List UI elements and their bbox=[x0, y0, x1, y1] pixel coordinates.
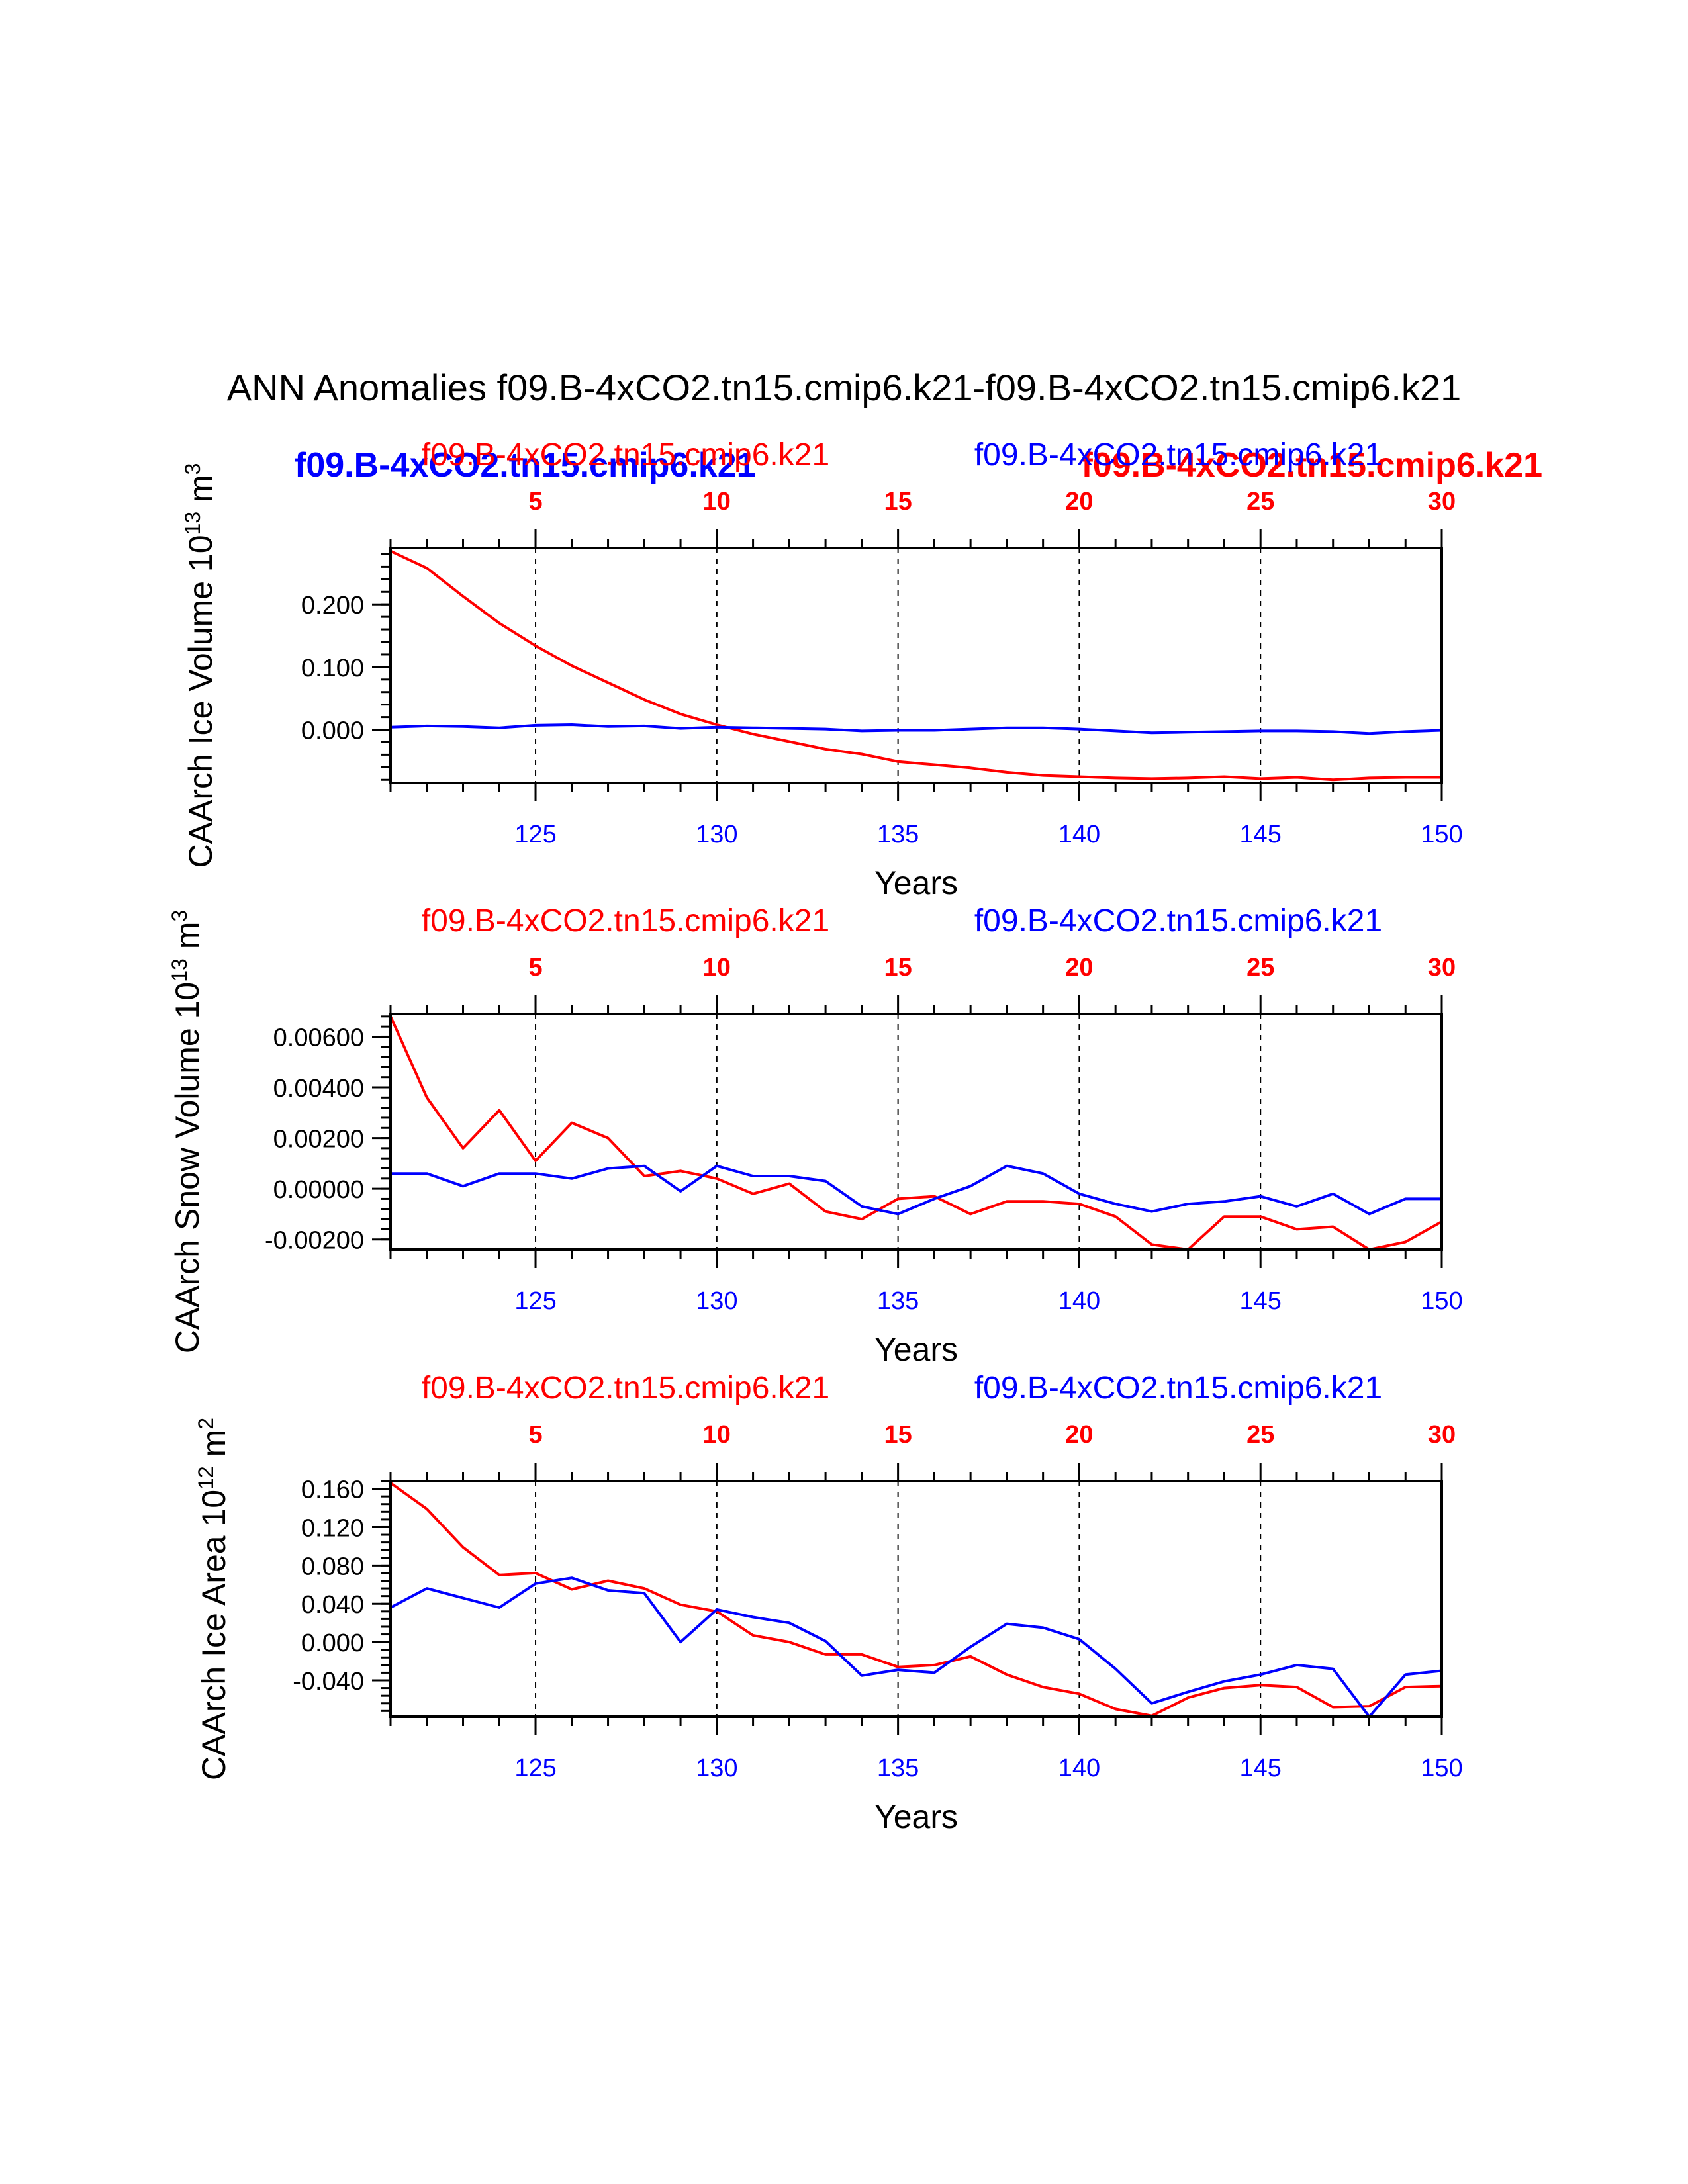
x-bottom-tick-label: 150 bbox=[1421, 821, 1462, 848]
x-top-tick-label: 10 bbox=[703, 488, 731, 516]
x-bottom-tick-label: 135 bbox=[877, 1287, 919, 1315]
y-axis-label-superscript: 12 bbox=[194, 1466, 218, 1490]
x-top-tick-label: 15 bbox=[884, 954, 912, 981]
x-top-tick-label: 5 bbox=[528, 488, 542, 516]
y-axis-label-text: m bbox=[169, 922, 206, 959]
y-axis-label-text: CAArch Ice Volume 10 bbox=[182, 535, 219, 868]
panel-2: -0.00200 0.00000 0.00200 0.00400 0.00600 125 1… bbox=[167, 903, 1463, 1368]
x-bottom-tick-label: 135 bbox=[877, 821, 919, 848]
plot-frame bbox=[389, 1480, 1443, 1718]
series-line-red bbox=[390, 549, 1442, 782]
series-line-blue bbox=[391, 1164, 1442, 1216]
y-axis-label-superscript: 3 bbox=[181, 463, 205, 475]
y-axis-label-text: m bbox=[195, 1430, 232, 1467]
series-line-red bbox=[389, 1482, 1442, 1717]
x-top-tick-label: 25 bbox=[1246, 954, 1274, 981]
y-axis-label: CAArch Snow Volume 1013 m3 bbox=[167, 910, 206, 1353]
x-bottom-tick-label: 140 bbox=[1058, 1287, 1100, 1315]
panel-1: 0.000 0.100 0.200 125 130 135 140 145 150 5 10 15 20… bbox=[181, 437, 1463, 901]
plot-frame bbox=[389, 547, 1443, 784]
x-bottom-tick-label: 125 bbox=[514, 1287, 556, 1315]
x-bottom-tick-label: 130 bbox=[696, 821, 737, 848]
x-top-tick-label: 10 bbox=[703, 1421, 731, 1449]
x-top-tick-label: 15 bbox=[884, 1421, 912, 1449]
y-tick-label: 0.160 bbox=[301, 1477, 364, 1504]
y-tick-label: -0.040 bbox=[293, 1668, 364, 1696]
y-tick-label: 0.00000 bbox=[273, 1176, 364, 1204]
top-label-red: f09.B-4xCO2.tn15.cmip6.k21 bbox=[422, 903, 829, 938]
x-top-tick-label: 20 bbox=[1065, 954, 1093, 981]
x-bottom-tick-label: 140 bbox=[1058, 1754, 1100, 1782]
legend-top-left: f09.B-4xCO2.tn15.cmip6.k21 bbox=[295, 446, 756, 484]
x-bottom-tick-label: 145 bbox=[1240, 1754, 1282, 1782]
x-bottom-tick-label: 125 bbox=[514, 821, 556, 848]
x-top-tick-label: 10 bbox=[703, 954, 731, 981]
y-tick-label: 0.100 bbox=[301, 655, 364, 682]
y-tick-label: 0.200 bbox=[301, 592, 364, 619]
x-bottom-tick-label: 130 bbox=[696, 1287, 737, 1315]
x-axis-label: Years bbox=[874, 1331, 958, 1368]
y-axis-label: CAArch Ice Area 1012 m2 bbox=[194, 1418, 232, 1780]
y-axis-label-text: m bbox=[182, 475, 219, 512]
y-tick-label: 0.000 bbox=[301, 717, 364, 745]
x-axis-label: Years bbox=[874, 1798, 958, 1835]
legend-top-right: f09.B-4xCO2.tn15.cmip6.k21 bbox=[1081, 446, 1542, 484]
y-tick-label: 0.080 bbox=[301, 1553, 364, 1580]
x-top-tick-label: 20 bbox=[1065, 488, 1093, 516]
y-axis-label-superscript: 13 bbox=[181, 512, 205, 535]
top-label-blue: f09.B-4xCO2.tn15.cmip6.k21 bbox=[974, 903, 1382, 938]
x-top-tick-label: 30 bbox=[1428, 954, 1456, 981]
x-top-tick-label: 15 bbox=[884, 488, 912, 516]
plot-frame bbox=[389, 1013, 1443, 1251]
top-label-red: f09.B-4xCO2.tn15.cmip6.k21 bbox=[422, 1371, 829, 1406]
top-label-blue: f09.B-4xCO2.tn15.cmip6.k21 bbox=[974, 1371, 1382, 1406]
top-label-red: f09.B-4xCO2.tn15.cmip6.k21 bbox=[422, 437, 829, 473]
x-bottom-tick-label: 135 bbox=[877, 1754, 919, 1782]
y-axis-label-superscript: 3 bbox=[167, 910, 191, 922]
y-tick-label: 0.00400 bbox=[273, 1075, 364, 1103]
y-axis-label-text: CAArch Ice Area 10 bbox=[195, 1490, 232, 1780]
x-bottom-tick-label: 140 bbox=[1058, 821, 1100, 848]
y-tick-label: 0.00600 bbox=[273, 1024, 364, 1052]
x-top-tick-label: 20 bbox=[1065, 1421, 1093, 1449]
y-tick-label: 0.000 bbox=[301, 1629, 364, 1657]
series-line-red bbox=[389, 1015, 1442, 1251]
x-bottom-tick-label: 125 bbox=[514, 1754, 556, 1782]
x-bottom-tick-label: 145 bbox=[1240, 821, 1282, 848]
y-axis-label-superscript: 13 bbox=[167, 958, 191, 982]
x-bottom-tick-label: 150 bbox=[1421, 1287, 1462, 1315]
y-tick-label: -0.00200 bbox=[265, 1227, 364, 1255]
x-top-tick-label: 25 bbox=[1246, 488, 1274, 516]
x-top-tick-label: 30 bbox=[1428, 488, 1456, 516]
series-line-blue bbox=[390, 723, 1442, 735]
x-axis-label: Years bbox=[874, 864, 958, 901]
x-top-tick-label: 30 bbox=[1428, 1421, 1456, 1449]
y-axis-label-superscript: 2 bbox=[194, 1418, 218, 1430]
y-axis-label: CAArch Ice Volume 1013 m3 bbox=[181, 463, 219, 868]
chart-title: ANN Anomalies f09.B-4xCO2.tn15.cmip6.k21… bbox=[227, 367, 1461, 408]
x-bottom-tick-label: 145 bbox=[1240, 1287, 1282, 1315]
x-top-tick-label: 5 bbox=[528, 1421, 542, 1449]
y-tick-label: 0.00200 bbox=[273, 1126, 364, 1154]
x-bottom-tick-label: 130 bbox=[696, 1754, 737, 1782]
y-axis-label-text: CAArch Snow Volume 10 bbox=[169, 982, 206, 1353]
y-tick-label: 0.040 bbox=[301, 1591, 364, 1619]
x-top-tick-label: 5 bbox=[528, 954, 542, 981]
y-tick-label: 0.120 bbox=[301, 1514, 364, 1542]
x-top-tick-label: 25 bbox=[1246, 1421, 1274, 1449]
top-label-blue: f09.B-4xCO2.tn15.cmip6.k21 bbox=[974, 437, 1382, 473]
series-line-blue bbox=[390, 1576, 1442, 1718]
x-bottom-tick-label: 150 bbox=[1421, 1754, 1462, 1782]
